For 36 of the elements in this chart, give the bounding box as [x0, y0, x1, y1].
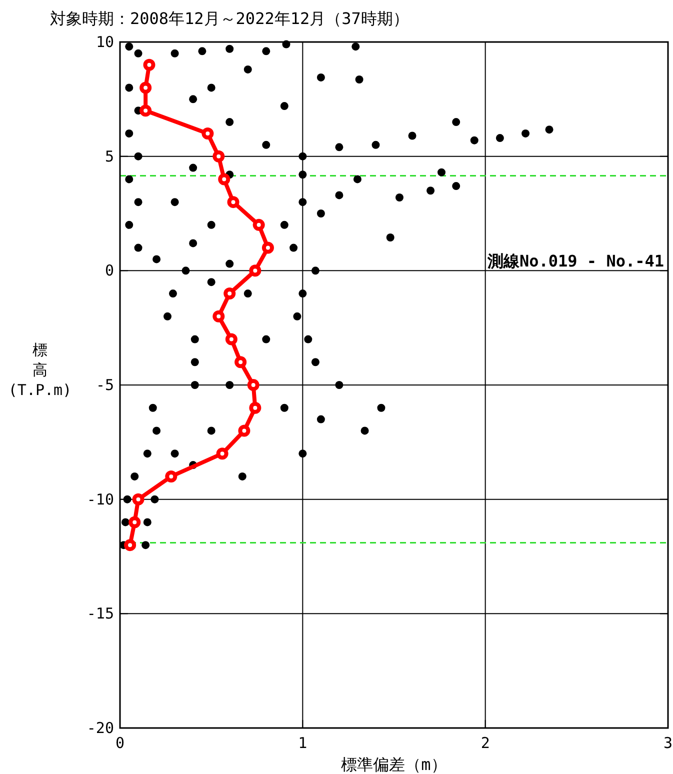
y-axis-title: 標高(T.P.m) [8, 341, 72, 399]
point [252, 218, 265, 231]
x-axis-title: 標準偏差（m） [341, 755, 447, 774]
y-tick-label: 5 [104, 147, 114, 166]
point [128, 516, 141, 528]
point [234, 356, 247, 368]
y-tick-label: 0 [104, 262, 114, 280]
x-tick-label: 1 [298, 734, 308, 752]
point [249, 402, 262, 414]
point [165, 470, 178, 482]
y-tick-label: -20 [86, 719, 114, 737]
point [124, 539, 136, 552]
y-tick-label: -5 [96, 376, 114, 394]
point [227, 196, 240, 208]
point [238, 424, 250, 437]
point [262, 242, 274, 254]
point [212, 150, 225, 162]
y-tick-label: -15 [86, 604, 114, 623]
point [224, 288, 236, 300]
point [140, 82, 152, 94]
annotation: 測線No.019 - No.-41 [486, 252, 664, 271]
y-tick-label: 10 [96, 33, 114, 51]
point [225, 333, 238, 346]
point [212, 310, 225, 322]
point [132, 493, 144, 506]
point [249, 264, 262, 277]
point [216, 448, 228, 460]
point [140, 104, 152, 117]
point [218, 173, 230, 186]
y-tick-label: -10 [86, 490, 114, 508]
point [247, 379, 260, 391]
point [143, 58, 156, 71]
chart-title: 対象時期：2008年12月～2022年12月（37時期） [50, 9, 409, 28]
x-tick-label: 3 [663, 734, 673, 752]
x-tick-label: 2 [480, 734, 490, 752]
point [202, 127, 214, 140]
